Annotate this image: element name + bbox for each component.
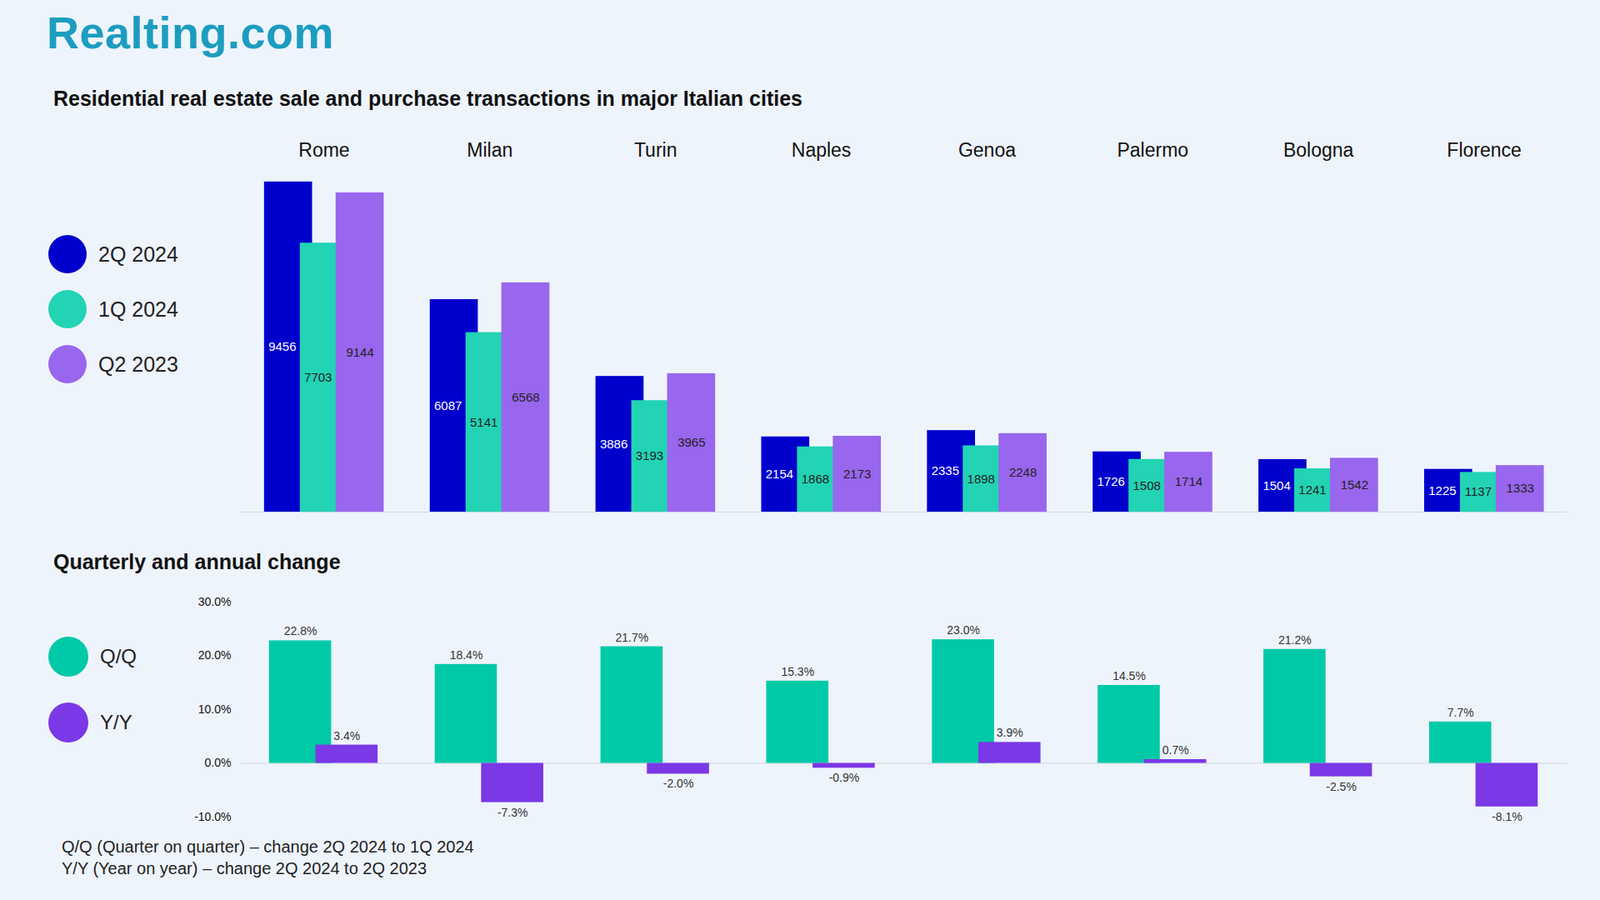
svg-text:1542: 1542: [1340, 477, 1369, 492]
svg-text:Rome: Rome: [298, 139, 350, 161]
svg-text:Naples: Naples: [791, 139, 852, 161]
svg-text:Milan: Milan: [466, 139, 513, 161]
svg-text:6568: 6568: [511, 390, 540, 405]
html-text:Q/Q (Quarter on quarter) – cha: Q/Q (Quarter on quarter) – change 2Q 202…: [61, 837, 474, 856]
svg-text:3193: 3193: [635, 448, 664, 463]
svg-text:1241: 1241: [1298, 482, 1326, 497]
svg-text:Genoa: Genoa: [958, 139, 1016, 161]
svg-text:3.4%: 3.4%: [333, 729, 360, 743]
svg-text:Florence: Florence: [1446, 139, 1521, 161]
svg-text:3965: 3965: [677, 435, 705, 450]
svg-text:14.5%: 14.5%: [1112, 669, 1146, 683]
svg-text:3.9%: 3.9%: [996, 725, 1024, 740]
svg-text:15.3%: 15.3%: [780, 665, 815, 679]
svg-text:21.7%: 21.7%: [615, 630, 649, 645]
html-text:Residential real estate sale a: Residential real estate sale and purchas…: [53, 86, 803, 110]
svg-text:3886: 3886: [600, 436, 628, 451]
svg-text:2173: 2173: [843, 466, 871, 481]
html-text:Realting.com: Realting.com: [46, 7, 335, 58]
svg-text:2335: 2335: [931, 463, 960, 478]
svg-text:1225: 1225: [1428, 483, 1456, 498]
html-text:Quarterly and annual change: Quarterly and annual change: [53, 550, 341, 574]
svg-text:2248: 2248: [1009, 465, 1037, 480]
svg-text:Palermo: Palermo: [1116, 139, 1189, 161]
svg-text:1137: 1137: [1465, 484, 1492, 499]
svg-text:Bologna: Bologna: [1283, 139, 1355, 161]
svg-text:-0.9%: -0.9%: [829, 770, 860, 785]
svg-text:1333: 1333: [1506, 480, 1535, 495]
svg-text:0.0%: 0.0%: [205, 755, 232, 770]
svg-text:30.0%: 30.0%: [198, 595, 232, 609]
html-text:Q/Q: Q/Q: [100, 645, 137, 668]
svg-text:1508: 1508: [1132, 478, 1160, 493]
svg-text:6087: 6087: [434, 398, 462, 413]
svg-text:9144: 9144: [345, 345, 374, 360]
html-text:1Q 2024: 1Q 2024: [98, 297, 179, 321]
svg-text:7703: 7703: [304, 370, 332, 385]
svg-text:2154: 2154: [765, 466, 794, 481]
svg-text:-8.1%: -8.1%: [1491, 810, 1523, 824]
svg-text:-10.0%: -10.0%: [194, 810, 231, 824]
svg-text:20.0%: 20.0%: [198, 648, 232, 662]
html-text:Y/Y: Y/Y: [100, 710, 133, 734]
svg-text:23.0%: 23.0%: [946, 623, 980, 637]
svg-text:-2.0%: -2.0%: [663, 776, 695, 790]
svg-text:5141: 5141: [470, 415, 498, 430]
html-text:Y/Y (Year on year) – change 2Q: Y/Y (Year on year) – change 2Q 2024 to 2…: [61, 859, 427, 878]
svg-text:18.4%: 18.4%: [450, 648, 484, 662]
svg-text:21.2%: 21.2%: [1278, 633, 1312, 647]
svg-text:0.7%: 0.7%: [1162, 743, 1190, 757]
html-text:Q2 2023: Q2 2023: [98, 352, 179, 376]
svg-text:7.7%: 7.7%: [1447, 705, 1475, 720]
html-text:2Q 2024: 2Q 2024: [98, 242, 179, 266]
svg-text:1726: 1726: [1097, 474, 1125, 489]
svg-text:-7.3%: -7.3%: [497, 805, 529, 820]
svg-text:10.0%: 10.0%: [198, 702, 232, 716]
svg-text:1714: 1714: [1175, 474, 1203, 489]
svg-text:1504: 1504: [1262, 478, 1290, 493]
svg-text:1868: 1868: [801, 471, 830, 486]
svg-text:9456: 9456: [268, 339, 296, 354]
svg-text:-2.5%: -2.5%: [1325, 780, 1357, 794]
svg-text:22.8%: 22.8%: [284, 624, 318, 638]
svg-text:1898: 1898: [967, 471, 995, 486]
svg-text:Turin: Turin: [634, 139, 678, 161]
